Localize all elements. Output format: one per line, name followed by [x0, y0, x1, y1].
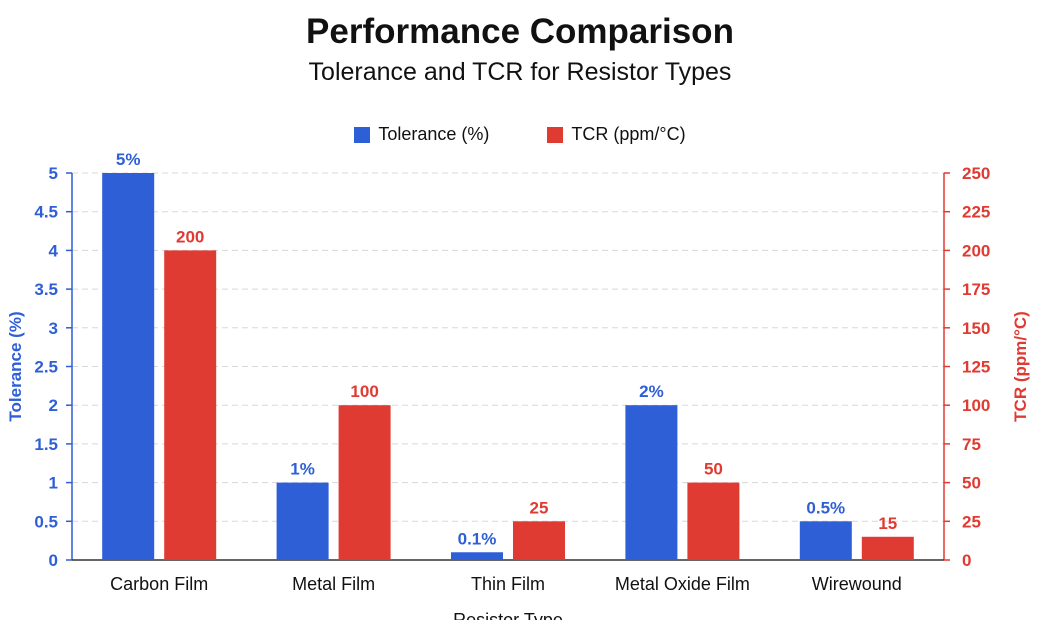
left-tick-label: 3.5 [34, 280, 58, 299]
right-tick-label: 225 [962, 203, 990, 222]
tolerance-value-label: 1% [290, 460, 315, 479]
legend-label-tolerance: Tolerance (%) [378, 124, 490, 144]
tolerance-bar [799, 521, 852, 560]
right-tick-label: 75 [962, 435, 981, 454]
right-tick-label: 150 [962, 319, 990, 338]
x-tick-label: Thin Film [471, 574, 545, 594]
left-tick-label: 3 [49, 319, 58, 338]
right-tick-label: 25 [962, 512, 981, 531]
legend-item-tcr: TCR (ppm/°C) [547, 124, 686, 145]
tcr-bar [338, 405, 391, 560]
right-tick-label: 100 [962, 396, 990, 415]
left-tick-label: 2.5 [34, 358, 58, 377]
left-axis-title: Tolerance (%) [6, 311, 25, 421]
tcr-value-label: 15 [878, 514, 897, 533]
tolerance-bar [625, 405, 678, 560]
chart-subtitle: Tolerance and TCR for Resistor Types [308, 58, 732, 86]
chart-title: Performance Comparison [306, 12, 734, 51]
x-tick-label: Metal Film [292, 574, 375, 594]
left-tick-label: 2 [49, 396, 58, 415]
tolerance-bar [276, 482, 329, 560]
left-tick-label: 0.5 [34, 512, 58, 531]
tolerance-bar [451, 552, 503, 560]
left-tick-label: 5 [49, 164, 58, 183]
right-axis-title: TCR (ppm/°C) [1011, 311, 1030, 422]
right-tick-label: 175 [962, 280, 990, 299]
x-axis-title: Resistor Type [453, 610, 563, 620]
x-tick-label: Carbon Film [110, 574, 208, 594]
left-tick-label: 0 [49, 551, 58, 570]
legend-swatch-tcr [547, 126, 564, 143]
tcr-bar [164, 250, 217, 560]
grid-lines [72, 172, 944, 522]
right-tick-label: 250 [962, 164, 990, 183]
right-tick-label: 125 [962, 358, 990, 377]
data-labels: 5% 200 1% 100 0.1% 25 2% 50 0.5% 15 [116, 150, 897, 548]
tcr-bar [513, 521, 565, 560]
tolerance-value-label: 5% [116, 150, 141, 169]
left-tick-label: 1.5 [34, 435, 58, 454]
tolerance-value-label: 0.5% [806, 498, 845, 517]
x-tick-label: Wirewound [812, 574, 902, 594]
bars [102, 173, 914, 560]
right-tick-label: 200 [962, 241, 990, 260]
left-tick-label: 4.5 [34, 203, 58, 222]
right-tick-label: 50 [962, 474, 981, 493]
tcr-bar [861, 536, 914, 560]
tcr-value-label: 200 [176, 227, 204, 246]
legend-item-tolerance: Tolerance (%) [354, 124, 489, 145]
tolerance-value-label: 2% [639, 382, 664, 401]
tcr-value-label: 50 [704, 460, 723, 479]
legend-swatch-tolerance [354, 126, 371, 143]
tolerance-bar [102, 173, 155, 560]
chart-legend: Tolerance (%) TCR (ppm/°C) [0, 124, 1040, 145]
left-tick-label: 4 [49, 241, 59, 260]
legend-label-tcr: TCR (ppm/°C) [571, 124, 686, 144]
tcr-value-label: 100 [350, 382, 378, 401]
tcr-bar [687, 482, 740, 560]
x-tick-label: Metal Oxide Film [615, 574, 750, 594]
tolerance-value-label: 0.1% [458, 529, 497, 548]
tcr-value-label: 25 [530, 498, 549, 517]
right-tick-label: 0 [962, 551, 971, 570]
left-tick-label: 1 [49, 474, 58, 493]
